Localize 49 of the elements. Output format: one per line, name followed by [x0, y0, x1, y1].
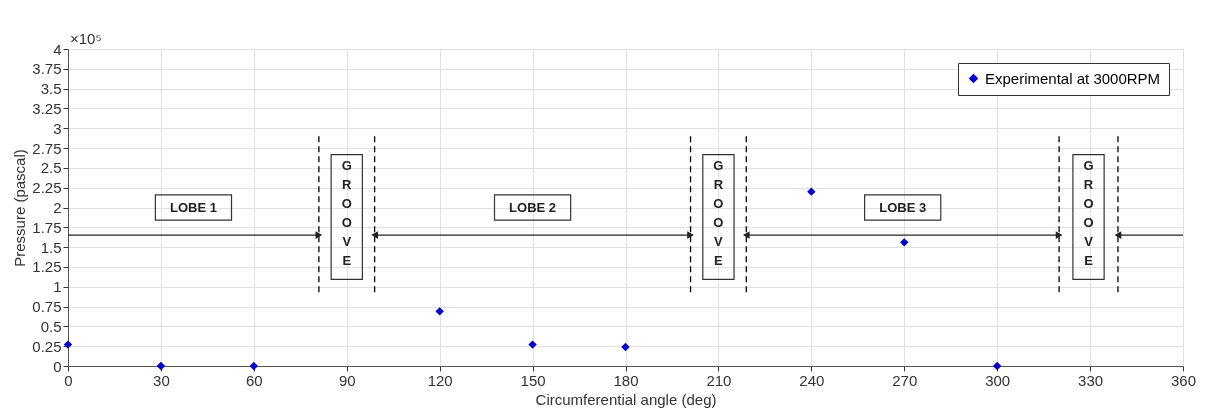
x-tick-label: 180 — [613, 371, 639, 389]
y-tick-label: 2.75 — [32, 139, 62, 157]
x-tick-label: 60 — [245, 371, 263, 389]
y-tick-label: 0.75 — [32, 298, 62, 316]
x-tick-label: 150 — [520, 371, 546, 389]
point — [435, 307, 444, 316]
y-tick-label: 2 — [53, 199, 62, 216]
x-tick-label: 300 — [985, 371, 1011, 389]
point — [528, 340, 537, 349]
annotation: GROOVE — [713, 158, 724, 269]
y-tick-label: 1.25 — [32, 258, 62, 276]
text: ×10⁵ — [70, 30, 102, 47]
point — [992, 361, 1002, 371]
y-tick-label: 1.5 — [40, 238, 62, 256]
point — [156, 361, 166, 371]
y-axis-title: Pressure (pascal) — [11, 149, 29, 267]
annotation: LOBE 2 — [509, 199, 557, 215]
y-tick-label: 1.75 — [32, 218, 62, 236]
x-tick-label: 90 — [338, 371, 356, 389]
x-tick-label: 330 — [1078, 371, 1104, 389]
y-tick-label: 2.5 — [40, 159, 62, 177]
x-tick-label: 210 — [706, 371, 732, 389]
x-tick-label: 120 — [427, 371, 453, 389]
annotation: LOBE 1 — [169, 199, 217, 215]
x-tick-label: 0 — [64, 371, 73, 389]
point — [900, 238, 909, 247]
y-tick-label: 4 — [53, 40, 62, 58]
annotation: LOBE 3 — [879, 199, 927, 215]
annotation: GROOVE — [1083, 158, 1094, 269]
annotation: GROOVE — [341, 158, 353, 269]
point — [63, 340, 73, 349]
y-tick-label: 2.25 — [32, 179, 62, 197]
y-tick-label: 0 — [53, 357, 62, 375]
y-tick-label: 3.25 — [32, 99, 62, 117]
x-tick-label: 30 — [153, 371, 170, 389]
point — [807, 187, 816, 196]
y-tick-label: 0.5 — [40, 317, 62, 335]
point — [621, 342, 630, 352]
y-tick-label: 3 — [53, 119, 62, 137]
y-tick-label: 1 — [53, 278, 62, 296]
y-tick-label: 3.75 — [32, 60, 62, 78]
x-tick-label: 270 — [892, 371, 918, 389]
legend-label: Experimental at 3000RPM — [985, 69, 1161, 87]
point — [249, 361, 259, 371]
x-tick-label: 240 — [799, 371, 825, 389]
y-tick-label: 3.5 — [40, 80, 62, 98]
x-axis-title: Circumferential angle (deg) — [535, 390, 717, 408]
x-tick-label: 360 — [1170, 371, 1197, 389]
y-tick-label: 0.25 — [32, 337, 62, 355]
